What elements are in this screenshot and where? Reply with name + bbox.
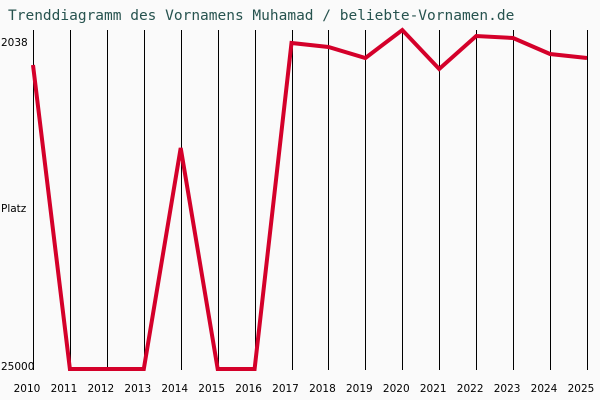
svg-text:2018: 2018 xyxy=(309,383,336,395)
svg-text:2015: 2015 xyxy=(198,383,225,395)
svg-text:2013: 2013 xyxy=(124,383,151,395)
svg-text:2020: 2020 xyxy=(383,383,410,395)
svg-text:2023: 2023 xyxy=(494,383,521,395)
y-bottom-label: 25000 xyxy=(1,361,34,373)
y-top-label: 2038 xyxy=(1,37,28,49)
vertical-gridlines xyxy=(33,30,588,370)
svg-text:2012: 2012 xyxy=(87,383,114,395)
svg-text:2016: 2016 xyxy=(235,383,262,395)
svg-text:2021: 2021 xyxy=(420,383,447,395)
svg-text:2014: 2014 xyxy=(161,383,188,395)
svg-text:2024: 2024 xyxy=(531,383,558,395)
svg-text:2022: 2022 xyxy=(457,383,484,395)
trend-line xyxy=(31,27,588,371)
svg-text:2017: 2017 xyxy=(272,383,299,395)
svg-text:2025: 2025 xyxy=(568,383,595,395)
chart-title: Trenddiagramm des Vornamens Muhamad / be… xyxy=(8,8,515,24)
svg-text:2019: 2019 xyxy=(346,383,373,395)
svg-text:2011: 2011 xyxy=(51,383,78,395)
svg-text:2010: 2010 xyxy=(14,383,41,395)
y-axis-label: Platz xyxy=(1,203,27,215)
x-axis-labels: 2010 2011 2012 2013 2014 2015 2016 2017 2018 2019… xyxy=(14,383,595,395)
